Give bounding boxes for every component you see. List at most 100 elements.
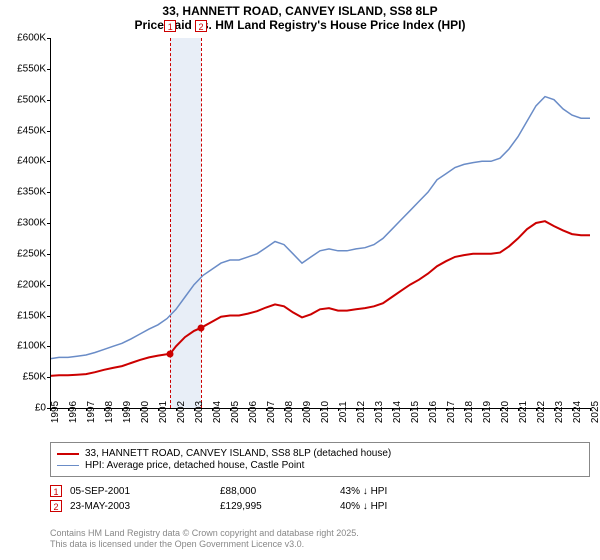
marker-date: 05-SEP-2001 [70, 486, 220, 497]
x-tick-label: 2009 [302, 401, 313, 423]
marker-hpi-diff: 40% ↓ HPI [340, 501, 460, 512]
marker-hpi-diff: 43% ↓ HPI [340, 486, 460, 497]
legend-swatch [57, 465, 79, 467]
x-tick [122, 408, 123, 411]
x-tick [590, 408, 591, 411]
x-tick-label: 2003 [194, 401, 205, 423]
x-tick [50, 408, 51, 411]
x-tick [464, 408, 465, 411]
x-tick [410, 408, 411, 411]
x-tick [554, 408, 555, 411]
x-tick [68, 408, 69, 411]
x-tick-label: 2015 [410, 401, 421, 423]
title-line2: Price paid vs. HM Land Registry's House … [0, 18, 600, 32]
footnote-line2: This data is licensed under the Open Gov… [50, 539, 359, 550]
x-tick [266, 408, 267, 411]
sale-dot-2 [198, 324, 205, 331]
x-tick-label: 2020 [500, 401, 511, 423]
title-area: 33, HANNETT ROAD, CANVEY ISLAND, SS8 8LP… [0, 0, 600, 34]
legend-item: HPI: Average price, detached house, Cast… [57, 460, 583, 471]
x-tick-label: 2004 [212, 401, 223, 423]
y-tick-label: £200K [0, 279, 46, 290]
y-tick-label: £500K [0, 94, 46, 105]
y-tick-label: £0 [0, 403, 46, 414]
x-tick [194, 408, 195, 411]
y-tick-label: £550K [0, 63, 46, 74]
x-tick-label: 2024 [572, 401, 583, 423]
x-tick-label: 2017 [446, 401, 457, 423]
footnote-line1: Contains HM Land Registry data © Crown c… [50, 528, 359, 539]
x-tick-label: 2016 [428, 401, 439, 423]
x-tick-label: 2008 [284, 401, 295, 423]
y-tick [47, 377, 50, 378]
y-tick-label: £150K [0, 310, 46, 321]
x-tick-label: 1999 [122, 401, 133, 423]
chart-container: 33, HANNETT ROAD, CANVEY ISLAND, SS8 8LP… [0, 0, 600, 560]
x-tick-label: 2021 [518, 401, 529, 423]
marker-id-box: 2 [50, 500, 62, 512]
legend: 33, HANNETT ROAD, CANVEY ISLAND, SS8 8LP… [50, 442, 590, 477]
marker-price: £129,995 [220, 501, 340, 512]
x-tick-label: 2007 [266, 401, 277, 423]
legend-label: 33, HANNETT ROAD, CANVEY ISLAND, SS8 8LP… [85, 448, 391, 459]
x-tick-label: 2022 [536, 401, 547, 423]
x-tick-label: 2023 [554, 401, 565, 423]
marker-id-box: 1 [50, 485, 62, 497]
y-tick-label: £250K [0, 248, 46, 259]
x-tick [536, 408, 537, 411]
legend-swatch [57, 453, 79, 455]
y-tick [47, 254, 50, 255]
x-tick-label: 2006 [248, 401, 259, 423]
x-tick [248, 408, 249, 411]
y-tick-label: £600K [0, 33, 46, 44]
series-price-paid [50, 221, 590, 376]
y-tick [47, 316, 50, 317]
marker-box-1: 1 [164, 20, 176, 32]
marker-date: 23-MAY-2003 [70, 501, 220, 512]
sale-dot-1 [167, 350, 174, 357]
x-tick-label: 2019 [482, 401, 493, 423]
series-hpi [50, 97, 590, 359]
x-tick-label: 2014 [392, 401, 403, 423]
x-tick-label: 2012 [356, 401, 367, 423]
x-tick [500, 408, 501, 411]
x-tick [284, 408, 285, 411]
y-tick [47, 192, 50, 193]
y-tick [47, 100, 50, 101]
y-tick [47, 69, 50, 70]
x-tick [482, 408, 483, 411]
x-tick-label: 1997 [86, 401, 97, 423]
x-tick [518, 408, 519, 411]
y-tick-label: £100K [0, 341, 46, 352]
marker-table-row: 2 23-MAY-2003£129,99540% ↓ HPI [50, 500, 590, 512]
footnote: Contains HM Land Registry data © Crown c… [50, 528, 359, 550]
marker-box-2: 2 [195, 20, 207, 32]
x-tick-label: 2002 [176, 401, 187, 423]
x-tick [158, 408, 159, 411]
x-tick [212, 408, 213, 411]
x-tick-label: 2000 [140, 401, 151, 423]
y-tick [47, 346, 50, 347]
x-tick-label: 2025 [590, 401, 600, 423]
x-tick [86, 408, 87, 411]
marker-table-row: 105-SEP-2001£88,00043% ↓ HPI [50, 485, 590, 497]
x-tick [140, 408, 141, 411]
x-tick [302, 408, 303, 411]
x-tick [104, 408, 105, 411]
y-tick-label: £300K [0, 218, 46, 229]
x-tick [374, 408, 375, 411]
x-tick-label: 2018 [464, 401, 475, 423]
x-tick-label: 1995 [50, 401, 61, 423]
x-tick-label: 2010 [320, 401, 331, 423]
y-tick [47, 223, 50, 224]
x-tick-label: 1998 [104, 401, 115, 423]
x-tick [572, 408, 573, 411]
chart-area: 12 £0£50K£100K£150K£200K£250K£300K£350K£… [50, 38, 590, 408]
x-tick [338, 408, 339, 411]
x-tick [356, 408, 357, 411]
y-tick [47, 285, 50, 286]
y-tick-label: £50K [0, 372, 46, 383]
line-series-svg [50, 38, 590, 408]
y-tick-label: £350K [0, 187, 46, 198]
y-axis [50, 38, 51, 408]
